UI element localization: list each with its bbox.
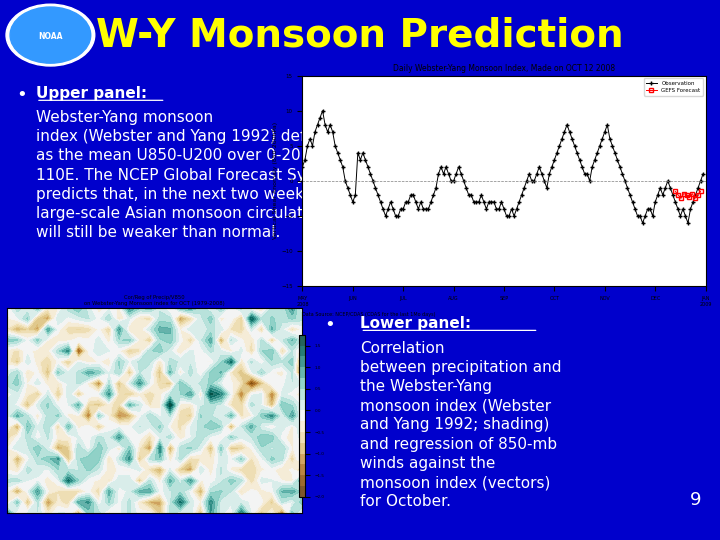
GEFS Forecast — [696, 188, 705, 195]
GEFS Forecast — [677, 195, 685, 202]
Title: Cor/Reg of Precip/V850
on Webster-Yang Monsoon index for OCT (1979-2008): Cor/Reg of Precip/V850 on Webster-Yang M… — [84, 295, 225, 306]
Title: Daily Webster-Yang Monsoon Index, Made on OCT 12 2008: Daily Webster-Yang Monsoon Index, Made o… — [393, 64, 615, 73]
Text: •: • — [325, 316, 336, 334]
GEFS Forecast — [693, 192, 702, 198]
Line: GEFS Forecast: GEFS Forecast — [674, 190, 702, 200]
Observation — [560, 129, 569, 135]
Observation — [382, 213, 390, 219]
GEFS Forecast — [683, 192, 691, 198]
Line: Observation: Observation — [301, 109, 705, 225]
Y-axis label: Vertical Shear Anomaly (850-200hPa): Vertical Shear Anomaly (850-200hPa) — [274, 123, 278, 239]
Observation — [298, 164, 307, 170]
Observation — [414, 206, 423, 212]
Circle shape — [10, 7, 91, 63]
Legend: Observation, GEFS Forecast: Observation, GEFS Forecast — [644, 78, 703, 96]
Text: Upper panel:: Upper panel: — [36, 86, 147, 100]
Observation — [523, 178, 531, 184]
GEFS Forecast — [688, 190, 696, 197]
GEFS Forecast — [685, 194, 693, 200]
Text: Lower panel:: Lower panel: — [361, 316, 472, 331]
GEFS Forecast — [680, 190, 688, 197]
Text: Data Source: NCEP/CDAS (CDAS for the last 1Mo days): Data Source: NCEP/CDAS (CDAS for the las… — [302, 312, 436, 316]
GEFS Forecast — [671, 188, 680, 195]
GEFS Forecast — [674, 192, 683, 198]
Text: •: • — [16, 86, 27, 104]
Text: NOAA: NOAA — [38, 32, 63, 41]
Observation — [699, 171, 708, 177]
Text: Webster-Yang monsoon
index (Webster and Yang 1992) defined
as the mean U850-U200: Webster-Yang monsoon index (Webster and … — [36, 110, 347, 240]
Text: Correlation
between precipitation and
the Webster-Yang
monsoon index (Webster
an: Correlation between precipitation and th… — [361, 341, 562, 509]
Observation — [628, 199, 637, 205]
Observation — [639, 220, 647, 226]
Observation — [318, 107, 327, 114]
Circle shape — [6, 4, 95, 66]
Observation — [684, 220, 693, 226]
Text: W-Y Monsoon Prediction: W-Y Monsoon Prediction — [96, 16, 624, 54]
GEFS Forecast — [690, 195, 699, 202]
Text: 9: 9 — [690, 491, 701, 509]
